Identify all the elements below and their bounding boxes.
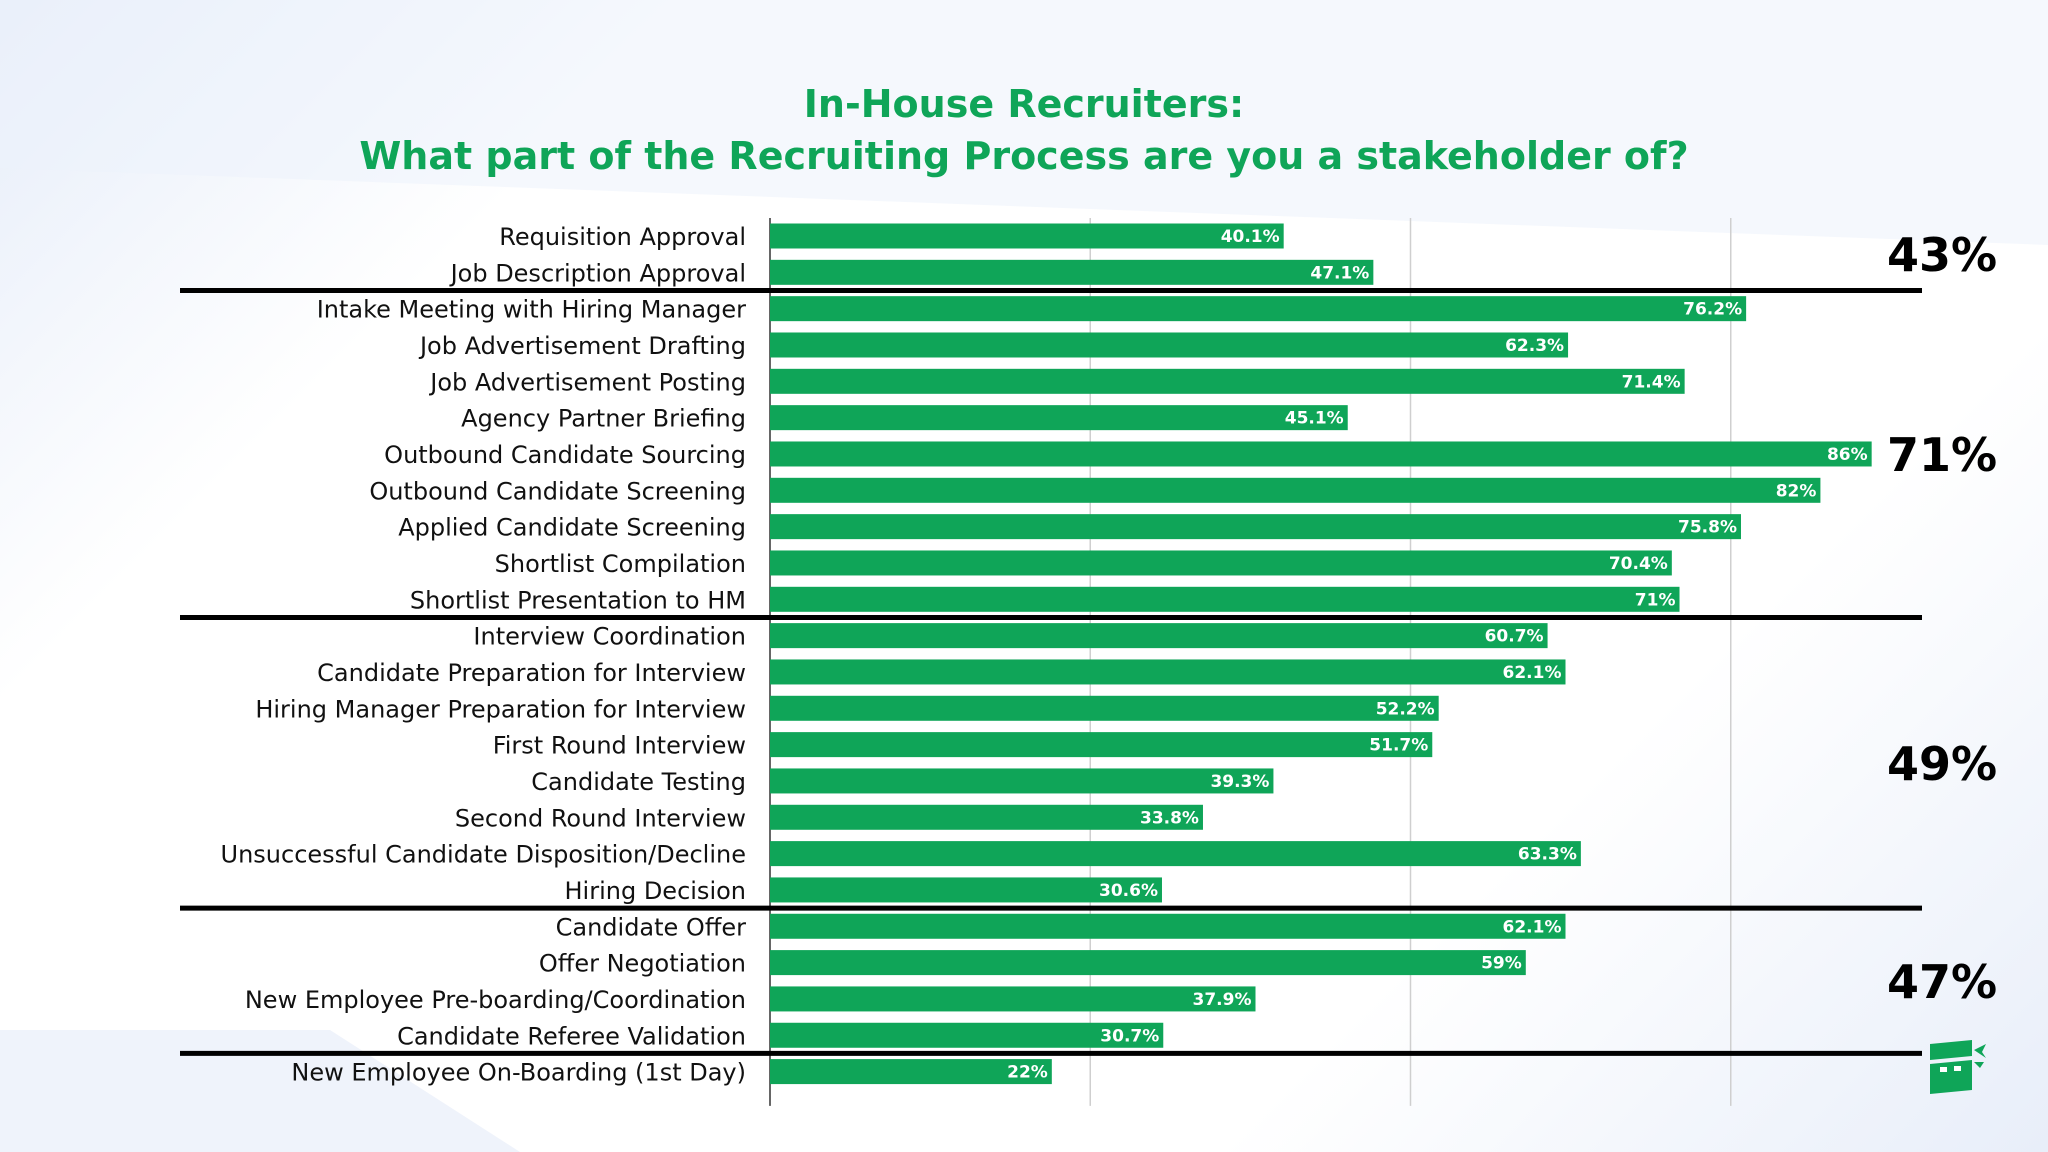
chart-title-line1: In-House Recruiters: <box>803 82 1245 126</box>
bar <box>770 768 1274 794</box>
bar-value-label: 82% <box>1776 481 1817 501</box>
bar <box>770 296 1747 322</box>
bar-value-label: 45.1% <box>1285 409 1344 429</box>
brand-logo-icon <box>1930 1040 1986 1094</box>
bar-value-label: 30.6% <box>1099 881 1158 901</box>
bar <box>770 259 1374 285</box>
bar-value-label: 62.3% <box>1505 336 1564 356</box>
bar <box>770 368 1685 394</box>
bar-value-label: 30.7% <box>1100 1026 1159 1046</box>
category-label: First Round Interview <box>493 732 746 760</box>
bar-value-label: 33.8% <box>1140 808 1199 828</box>
category-label: Candidate Referee Validation <box>397 1022 746 1050</box>
category-label: Job Advertisement Posting <box>428 368 746 396</box>
group-total-label: 43% <box>1887 228 1997 282</box>
bar <box>770 1022 1164 1048</box>
bar <box>770 586 1680 612</box>
bar-value-label: 39.3% <box>1210 772 1269 792</box>
bar-value-label: 37.9% <box>1193 990 1252 1010</box>
category-label: Applied Candidate Screening <box>398 514 746 542</box>
category-label: Intake Meeting with Hiring Manager <box>317 296 746 324</box>
category-label: Shortlist Presentation to HM <box>410 586 746 614</box>
bar <box>770 732 1433 758</box>
category-label: Requisition Approval <box>499 223 746 251</box>
bar-value-label: 51.7% <box>1369 736 1428 756</box>
category-label: Job Advertisement Drafting <box>418 332 746 360</box>
bar-value-label: 47.1% <box>1310 263 1369 283</box>
bar <box>770 441 1872 467</box>
category-label: Candidate Preparation for Interview <box>317 659 746 687</box>
group-total-label: 47% <box>1887 955 1997 1009</box>
category-label: Candidate Offer <box>556 913 747 941</box>
category-label: Hiring Decision <box>565 877 747 905</box>
bar-value-label: 71.4% <box>1622 372 1681 392</box>
bar <box>770 804 1203 830</box>
bar-value-label: 75.8% <box>1678 518 1737 538</box>
bar-value-label: 86% <box>1827 445 1868 465</box>
chart-title-line2: What part of the Recruiting Process are … <box>359 134 1689 178</box>
category-label: New Employee On-Boarding (1st Day) <box>291 1059 746 1087</box>
category-label: Interview Coordination <box>473 623 746 651</box>
category-label: Offer Negotiation <box>539 950 746 978</box>
bar-value-label: 76.2% <box>1683 300 1742 320</box>
category-label: Hiring Manager Preparation for Interview <box>255 695 746 723</box>
bar <box>770 659 1566 685</box>
bar <box>770 950 1526 976</box>
category-label: Shortlist Compilation <box>495 550 746 578</box>
bar <box>770 405 1348 431</box>
category-label: Outbound Candidate Screening <box>369 477 746 505</box>
group-total-label: 49% <box>1887 737 1997 791</box>
bar <box>770 1059 1052 1085</box>
category-label: New Employee Pre-boarding/Coordination <box>245 986 746 1014</box>
bar <box>770 332 1569 358</box>
bar-value-label: 22% <box>1007 1063 1048 1083</box>
bar-value-label: 70.4% <box>1609 554 1668 574</box>
bar-value-label: 62.1% <box>1503 663 1562 683</box>
bar-value-label: 59% <box>1481 954 1522 974</box>
bar-value-label: 63.3% <box>1518 845 1577 865</box>
bar <box>770 514 1741 540</box>
bar-value-label: 40.1% <box>1221 227 1280 247</box>
bar-value-label: 62.1% <box>1503 917 1562 937</box>
bar <box>770 550 1672 576</box>
group-total-label: 71% <box>1887 428 1997 482</box>
bar <box>770 877 1162 903</box>
bar-value-label: 52.2% <box>1376 699 1435 719</box>
category-label: Unsuccessful Candidate Disposition/Decli… <box>221 841 747 869</box>
bar-value-label: 71% <box>1635 590 1676 610</box>
bar <box>770 695 1439 721</box>
bar <box>770 623 1548 649</box>
category-label: Candidate Testing <box>531 768 746 796</box>
bar-value-label: 60.7% <box>1485 627 1544 647</box>
category-label: Second Round Interview <box>455 804 746 832</box>
bar <box>770 841 1581 867</box>
category-label: Job Description Approval <box>449 259 746 287</box>
bar <box>770 223 1284 249</box>
category-label: Agency Partner Briefing <box>461 405 746 433</box>
bar <box>770 986 1256 1012</box>
category-label: Outbound Candidate Sourcing <box>384 441 746 469</box>
bar <box>770 913 1566 939</box>
bar <box>770 477 1821 503</box>
